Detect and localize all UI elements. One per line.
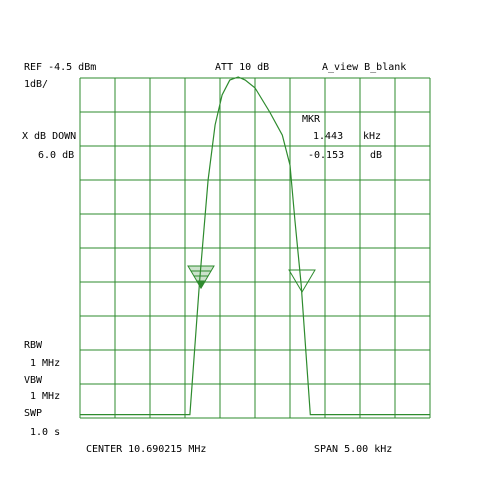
trace-layer [80, 76, 430, 416]
annotation: 1.0 s [30, 427, 60, 438]
annotation: 1dB/ [24, 79, 48, 90]
annotation: 1.443 [313, 131, 343, 142]
annotation: SPAN 5.00 kHz [314, 444, 392, 455]
annotation: 1 MHz [30, 358, 60, 369]
annotation: dB [370, 150, 382, 161]
trace-line [80, 76, 430, 416]
annotation: REF -4.5 dBm [24, 62, 96, 73]
marker-tip [197, 282, 205, 289]
annotation: 1 MHz [30, 391, 60, 402]
annotation: A_view B_blank [322, 62, 406, 73]
annotation: CENTER 10.690215 MHz [86, 444, 206, 455]
marker-filled [187, 265, 215, 289]
annotation: ATT 10 dB [215, 62, 269, 73]
graticule [79, 77, 431, 419]
annotation: SWP [24, 408, 42, 419]
annotation: kHz [363, 131, 381, 142]
marker-2 [288, 269, 316, 293]
annotation: -0.153 [308, 150, 344, 161]
annotations: REF -4.5 dBm 1dB/ATT 10 dB A_view B_blank M… [22, 62, 406, 455]
annotation: 6.0 dB [38, 150, 74, 161]
annotation: VBW [24, 375, 43, 386]
annotation: RBW [24, 340, 43, 351]
annotation: MKR [302, 114, 321, 125]
annotation: X dB DOWN [22, 131, 76, 142]
